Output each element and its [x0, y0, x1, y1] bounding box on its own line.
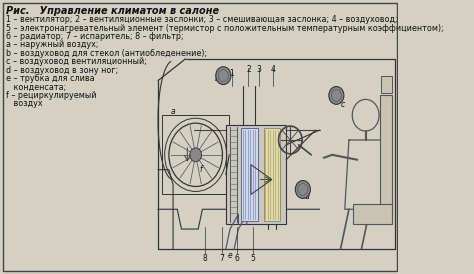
- Text: 5 – электронагревательный элемент (термистор с положительным температурным коэфф: 5 – электронагревательный элемент (терми…: [6, 24, 443, 33]
- Text: b – воздуховод для стекол (антиобледенение);: b – воздуховод для стекол (антиобледенен…: [6, 49, 207, 58]
- Text: a – наружный воздух;: a – наружный воздух;: [6, 41, 98, 50]
- Text: 4: 4: [270, 65, 275, 74]
- Text: 1 – вентилятор; 2 – вентиляционные заслонки; 3 – смешивающая заслонка; 4 – возду: 1 – вентилятор; 2 – вентиляционные засло…: [6, 15, 397, 24]
- Text: d – воздуховод в зону ног;: d – воздуховод в зону ног;: [6, 66, 118, 75]
- Text: d: d: [305, 192, 310, 201]
- Text: e: e: [228, 251, 232, 260]
- Circle shape: [216, 67, 231, 85]
- Text: f: f: [200, 165, 202, 174]
- Bar: [162, 115, 229, 195]
- Text: конденсата;: конденсата;: [6, 82, 66, 92]
- Text: 2: 2: [246, 65, 251, 74]
- Text: b: b: [215, 74, 220, 83]
- Bar: [381, 76, 392, 93]
- Text: 3: 3: [257, 65, 262, 74]
- Text: a: a: [171, 107, 175, 116]
- Text: c: c: [341, 100, 345, 109]
- Circle shape: [190, 148, 201, 162]
- Text: 7: 7: [219, 254, 224, 263]
- Circle shape: [329, 87, 344, 104]
- Text: e – трубка для слива: e – трубка для слива: [6, 74, 94, 83]
- Text: 6 – радиатор; 7 – испаритель; 8 – фильтр;: 6 – радиатор; 7 – испаритель; 8 – фильтр…: [6, 32, 183, 41]
- Text: f – рециркулируемый: f – рециркулируемый: [6, 91, 96, 100]
- Text: 6: 6: [234, 254, 239, 263]
- Bar: [241, 128, 258, 221]
- Text: 8: 8: [202, 254, 207, 263]
- Bar: [226, 125, 286, 224]
- Circle shape: [295, 181, 310, 198]
- Bar: [380, 95, 392, 214]
- Text: 5: 5: [250, 254, 255, 263]
- Text: воздух: воздух: [6, 99, 42, 109]
- Text: Рис.   Управление климатом в салоне: Рис. Управление климатом в салоне: [6, 6, 219, 16]
- Text: 1: 1: [229, 69, 234, 78]
- Bar: [264, 128, 280, 221]
- Bar: [353, 204, 392, 224]
- Text: c – воздуховод вентиляционный;: c – воздуховод вентиляционный;: [6, 57, 146, 66]
